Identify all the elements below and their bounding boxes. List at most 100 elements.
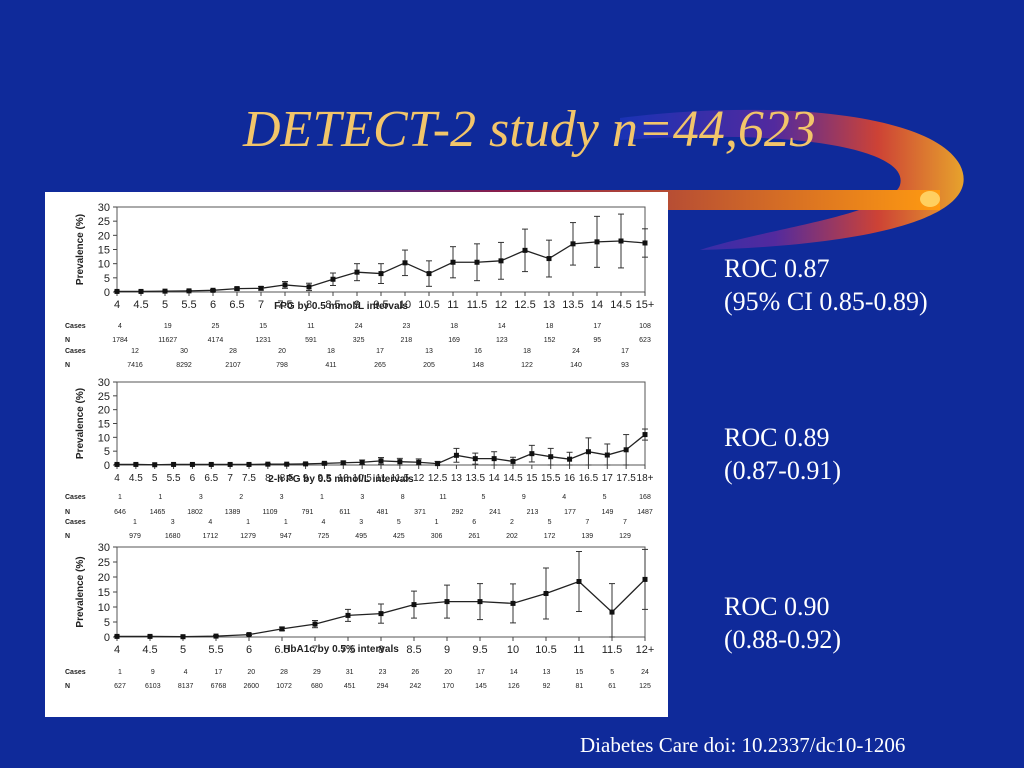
- x-tick-label: 12.5: [514, 299, 535, 311]
- data-point: [279, 626, 285, 632]
- table-row-label: Cases: [65, 494, 86, 501]
- table-cell: 18: [450, 323, 458, 330]
- data-point: [522, 247, 528, 253]
- table-cell: 5: [610, 669, 614, 676]
- data-point: [162, 288, 168, 294]
- data-point: [402, 260, 408, 266]
- table-cell: 325: [353, 337, 365, 344]
- y-axis-label: Prevalence (%): [75, 556, 86, 627]
- data-point: [618, 238, 624, 244]
- data-point: [186, 288, 192, 294]
- table-cell: 13: [425, 348, 433, 355]
- table-cell: 242: [409, 683, 421, 690]
- x-tick-label: 8: [265, 473, 271, 484]
- table-cell: 680: [311, 683, 323, 690]
- table-cell: 123: [496, 337, 508, 344]
- table-cell: 2: [510, 519, 514, 526]
- x-tick-label: 6.5: [274, 644, 289, 656]
- x-tick-label: 14: [489, 473, 501, 484]
- y-tick-label: 0: [104, 632, 110, 644]
- data-point: [265, 461, 271, 467]
- x-tick-label: 5: [162, 299, 168, 311]
- x-tick-label: 17.5: [616, 473, 636, 484]
- table-cell: 129: [619, 533, 631, 540]
- y-tick-label: 15: [98, 587, 110, 599]
- table-cell: 2600: [243, 683, 259, 690]
- table-cell: 205: [423, 362, 435, 369]
- x-tick-label: 9.5: [472, 644, 487, 656]
- data-point: [491, 456, 497, 462]
- roc-block-2hpg: ROC 0.89 (0.87-0.91): [724, 421, 841, 487]
- data-point: [378, 458, 384, 464]
- x-tick-label: 4: [114, 473, 120, 484]
- x-tick-label: 10.5: [352, 473, 372, 484]
- data-point: [548, 454, 554, 460]
- data-point: [567, 456, 573, 462]
- x-tick-label: 5.5: [181, 299, 196, 311]
- table-cell: 1487: [637, 509, 653, 516]
- data-point: [147, 633, 153, 639]
- data-point: [138, 288, 144, 294]
- x-tick-label: 15+: [636, 299, 655, 311]
- data-point: [208, 461, 214, 467]
- table-cell: 4174: [208, 337, 224, 344]
- y-tick-label: 10: [98, 602, 110, 614]
- roc-value: ROC 0.87: [724, 254, 830, 283]
- x-tick-label: 11.5: [467, 299, 488, 311]
- data-point: [642, 240, 648, 246]
- data-point: [330, 276, 336, 282]
- slide-title: DETECT-2 study n=44,623: [243, 101, 816, 158]
- table-cell: 8: [401, 494, 405, 501]
- x-tick-label: 14.5: [503, 473, 523, 484]
- data-point: [570, 241, 576, 247]
- data-point: [306, 284, 312, 290]
- table-cell: 29: [313, 669, 321, 676]
- y-tick-label: 20: [98, 572, 110, 584]
- y-tick-label: 10: [98, 259, 110, 271]
- x-tick-label: 5.5: [208, 644, 223, 656]
- x-tick-label: 16.5: [579, 473, 599, 484]
- x-tick-label: 11: [447, 299, 458, 311]
- x-tick-label: 4.5: [129, 473, 143, 484]
- table-cell: 646: [114, 509, 126, 516]
- table-cell: 213: [527, 509, 539, 516]
- roc-ci: (0.88-0.92): [724, 625, 841, 654]
- table-cell: 61: [608, 683, 616, 690]
- table-cell: 1072: [276, 683, 292, 690]
- table-cell: 791: [302, 509, 314, 516]
- data-point: [378, 611, 384, 617]
- data-point: [397, 459, 403, 465]
- x-tick-label: 11.5: [390, 473, 409, 484]
- roc-block-hba1c: ROC 0.90 (0.88-0.92): [724, 590, 841, 656]
- table-cell: 4: [208, 519, 212, 526]
- data-point: [474, 259, 480, 265]
- table-cell: 17: [215, 669, 223, 676]
- table-cell: 2: [239, 494, 243, 501]
- table-cell: 8292: [176, 362, 192, 369]
- table-cell: 481: [377, 509, 389, 516]
- data-point: [378, 271, 384, 277]
- table-cell: 5: [482, 494, 486, 501]
- y-tick-label: 25: [98, 391, 110, 403]
- data-point: [444, 599, 450, 605]
- table-cell: 725: [318, 533, 330, 540]
- table-row-label: Cases: [65, 519, 86, 526]
- table-cell: 92: [543, 683, 551, 690]
- y-tick-label: 30: [98, 542, 110, 554]
- table-cell: 411: [325, 362, 336, 369]
- x-tick-label: 7: [227, 473, 233, 484]
- table-cell: 2107: [225, 362, 241, 369]
- table-cell: 24: [355, 323, 363, 330]
- x-tick-label: 12: [495, 299, 507, 311]
- table-cell: 140: [570, 362, 582, 369]
- data-point: [510, 600, 516, 606]
- table-cell: 19: [164, 323, 172, 330]
- table-row-label: N: [65, 362, 70, 369]
- y-axis-label: Prevalence (%): [75, 214, 86, 285]
- data-point: [180, 634, 186, 640]
- data-point: [210, 287, 216, 293]
- y-tick-label: 0: [104, 460, 110, 472]
- table-cell: 1231: [255, 337, 271, 344]
- data-point: [345, 612, 351, 618]
